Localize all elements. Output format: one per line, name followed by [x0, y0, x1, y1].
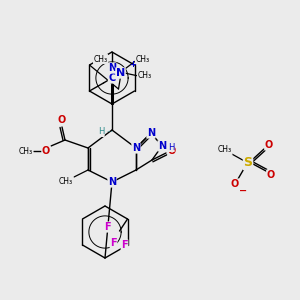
Text: CH₃: CH₃	[19, 146, 33, 155]
Text: −: −	[239, 186, 247, 196]
Text: CH₃: CH₃	[59, 176, 73, 185]
Text: N: N	[116, 68, 125, 78]
Text: C: C	[108, 73, 116, 83]
Text: N: N	[108, 63, 116, 73]
Text: CH₃: CH₃	[93, 55, 107, 64]
Text: CH₃: CH₃	[137, 71, 152, 80]
Text: O: O	[58, 115, 66, 125]
Text: CH₃: CH₃	[135, 55, 149, 64]
Text: CH₃: CH₃	[218, 146, 232, 154]
Text: F: F	[121, 240, 128, 250]
Text: H: H	[168, 142, 174, 152]
Text: +: +	[130, 60, 136, 69]
Text: S: S	[244, 157, 253, 169]
Text: N: N	[147, 128, 155, 138]
Text: F: F	[104, 222, 111, 232]
Text: O: O	[168, 146, 176, 156]
Text: ...: ...	[106, 127, 113, 133]
Text: O: O	[231, 179, 239, 189]
Text: N: N	[132, 143, 140, 153]
Text: N: N	[108, 177, 116, 187]
Text: N: N	[158, 141, 166, 151]
Text: O: O	[267, 170, 275, 180]
Text: O: O	[265, 140, 273, 150]
Text: H: H	[98, 128, 104, 136]
Text: F: F	[110, 238, 117, 248]
Text: O: O	[42, 146, 50, 156]
